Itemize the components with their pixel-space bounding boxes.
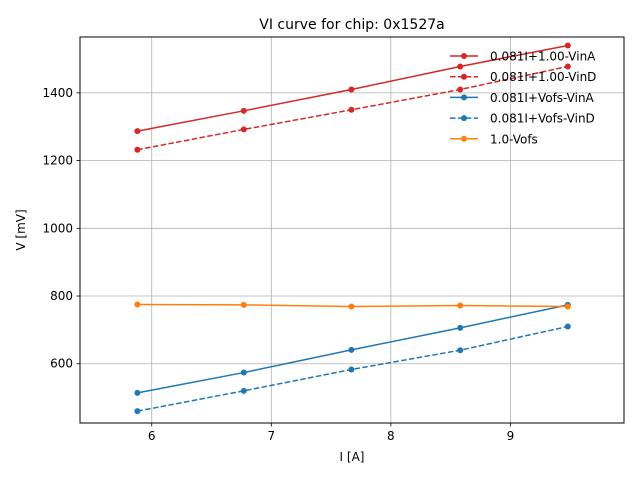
data-point bbox=[564, 323, 571, 330]
data-point bbox=[240, 301, 247, 308]
series-0.081I+1.00-VinA bbox=[134, 42, 571, 135]
x-axis-label: I [A] bbox=[340, 450, 365, 464]
y-tick-label: 1400 bbox=[42, 86, 73, 100]
data-point bbox=[564, 303, 571, 310]
x-tick-label: 8 bbox=[387, 429, 395, 443]
data-point bbox=[134, 301, 141, 308]
x-tick-label: 7 bbox=[267, 429, 275, 443]
data-point bbox=[134, 408, 141, 415]
legend-label: 0.081I+1.00-VinA bbox=[490, 50, 596, 64]
data-point bbox=[457, 63, 464, 70]
legend-entry: 1.0-Vofs bbox=[450, 132, 538, 146]
data-point bbox=[240, 126, 247, 133]
legend-marker bbox=[461, 73, 467, 80]
legend-entry: 0.081I+1.00-VinA bbox=[450, 50, 596, 64]
data-point bbox=[240, 369, 247, 376]
x-tick-label: 9 bbox=[507, 429, 515, 443]
data-point bbox=[134, 128, 141, 135]
data-point bbox=[134, 146, 141, 153]
chart-title: VI curve for chip: 0x1527a bbox=[259, 17, 444, 33]
data-point bbox=[348, 86, 355, 93]
data-point bbox=[348, 346, 355, 353]
data-point bbox=[457, 347, 464, 354]
legend-label: 0.081I+Vofs-VinD bbox=[490, 112, 595, 126]
x-tick-label: 6 bbox=[148, 429, 156, 443]
legend-entry: 0.081I+1.00-VinD bbox=[450, 70, 596, 84]
y-tick-label: 800 bbox=[50, 289, 73, 303]
y-tick-label: 1000 bbox=[42, 221, 73, 235]
legend-label: 0.081I+1.00-VinD bbox=[490, 70, 596, 84]
data-point bbox=[348, 366, 355, 373]
plot-frame bbox=[79, 36, 625, 424]
legend-entry: 0.081I+Vofs-VinD bbox=[450, 112, 595, 126]
data-point bbox=[240, 387, 247, 394]
legend: 0.081I+1.00-VinA 0.081I+1.00-VinD 0.081I+V… bbox=[450, 50, 596, 146]
series-group bbox=[134, 42, 571, 415]
legend-marker bbox=[461, 94, 467, 101]
legend-marker bbox=[461, 135, 467, 142]
grid-lines bbox=[80, 37, 624, 423]
legend-label: 0.081I+Vofs-VinA bbox=[490, 91, 595, 105]
series-1.0-Vofs bbox=[134, 301, 571, 310]
data-point bbox=[134, 389, 141, 396]
legend-label: 1.0-Vofs bbox=[490, 132, 538, 146]
y-axis-label: V [mV] bbox=[14, 209, 28, 250]
legend-marker bbox=[461, 115, 467, 122]
data-point bbox=[457, 324, 464, 331]
ticks: 6 7 8 9 600 800 1000 1200 1400 bbox=[42, 86, 514, 443]
series-0.081I+Vofs-VinD bbox=[134, 323, 571, 415]
legend-entry: 0.081I+Vofs-VinA bbox=[450, 91, 595, 105]
y-tick-label: 600 bbox=[50, 357, 73, 371]
data-point bbox=[240, 107, 247, 114]
data-point bbox=[348, 303, 355, 310]
y-tick-label: 1200 bbox=[42, 154, 73, 168]
legend-marker bbox=[461, 53, 467, 59]
data-point bbox=[564, 42, 571, 49]
series-0.081I+1.00-VinD bbox=[134, 63, 571, 153]
data-point bbox=[457, 302, 464, 309]
series-0.081I+Vofs-VinA bbox=[134, 301, 571, 396]
data-point bbox=[348, 106, 355, 113]
data-point bbox=[564, 63, 571, 70]
data-point bbox=[457, 86, 464, 93]
